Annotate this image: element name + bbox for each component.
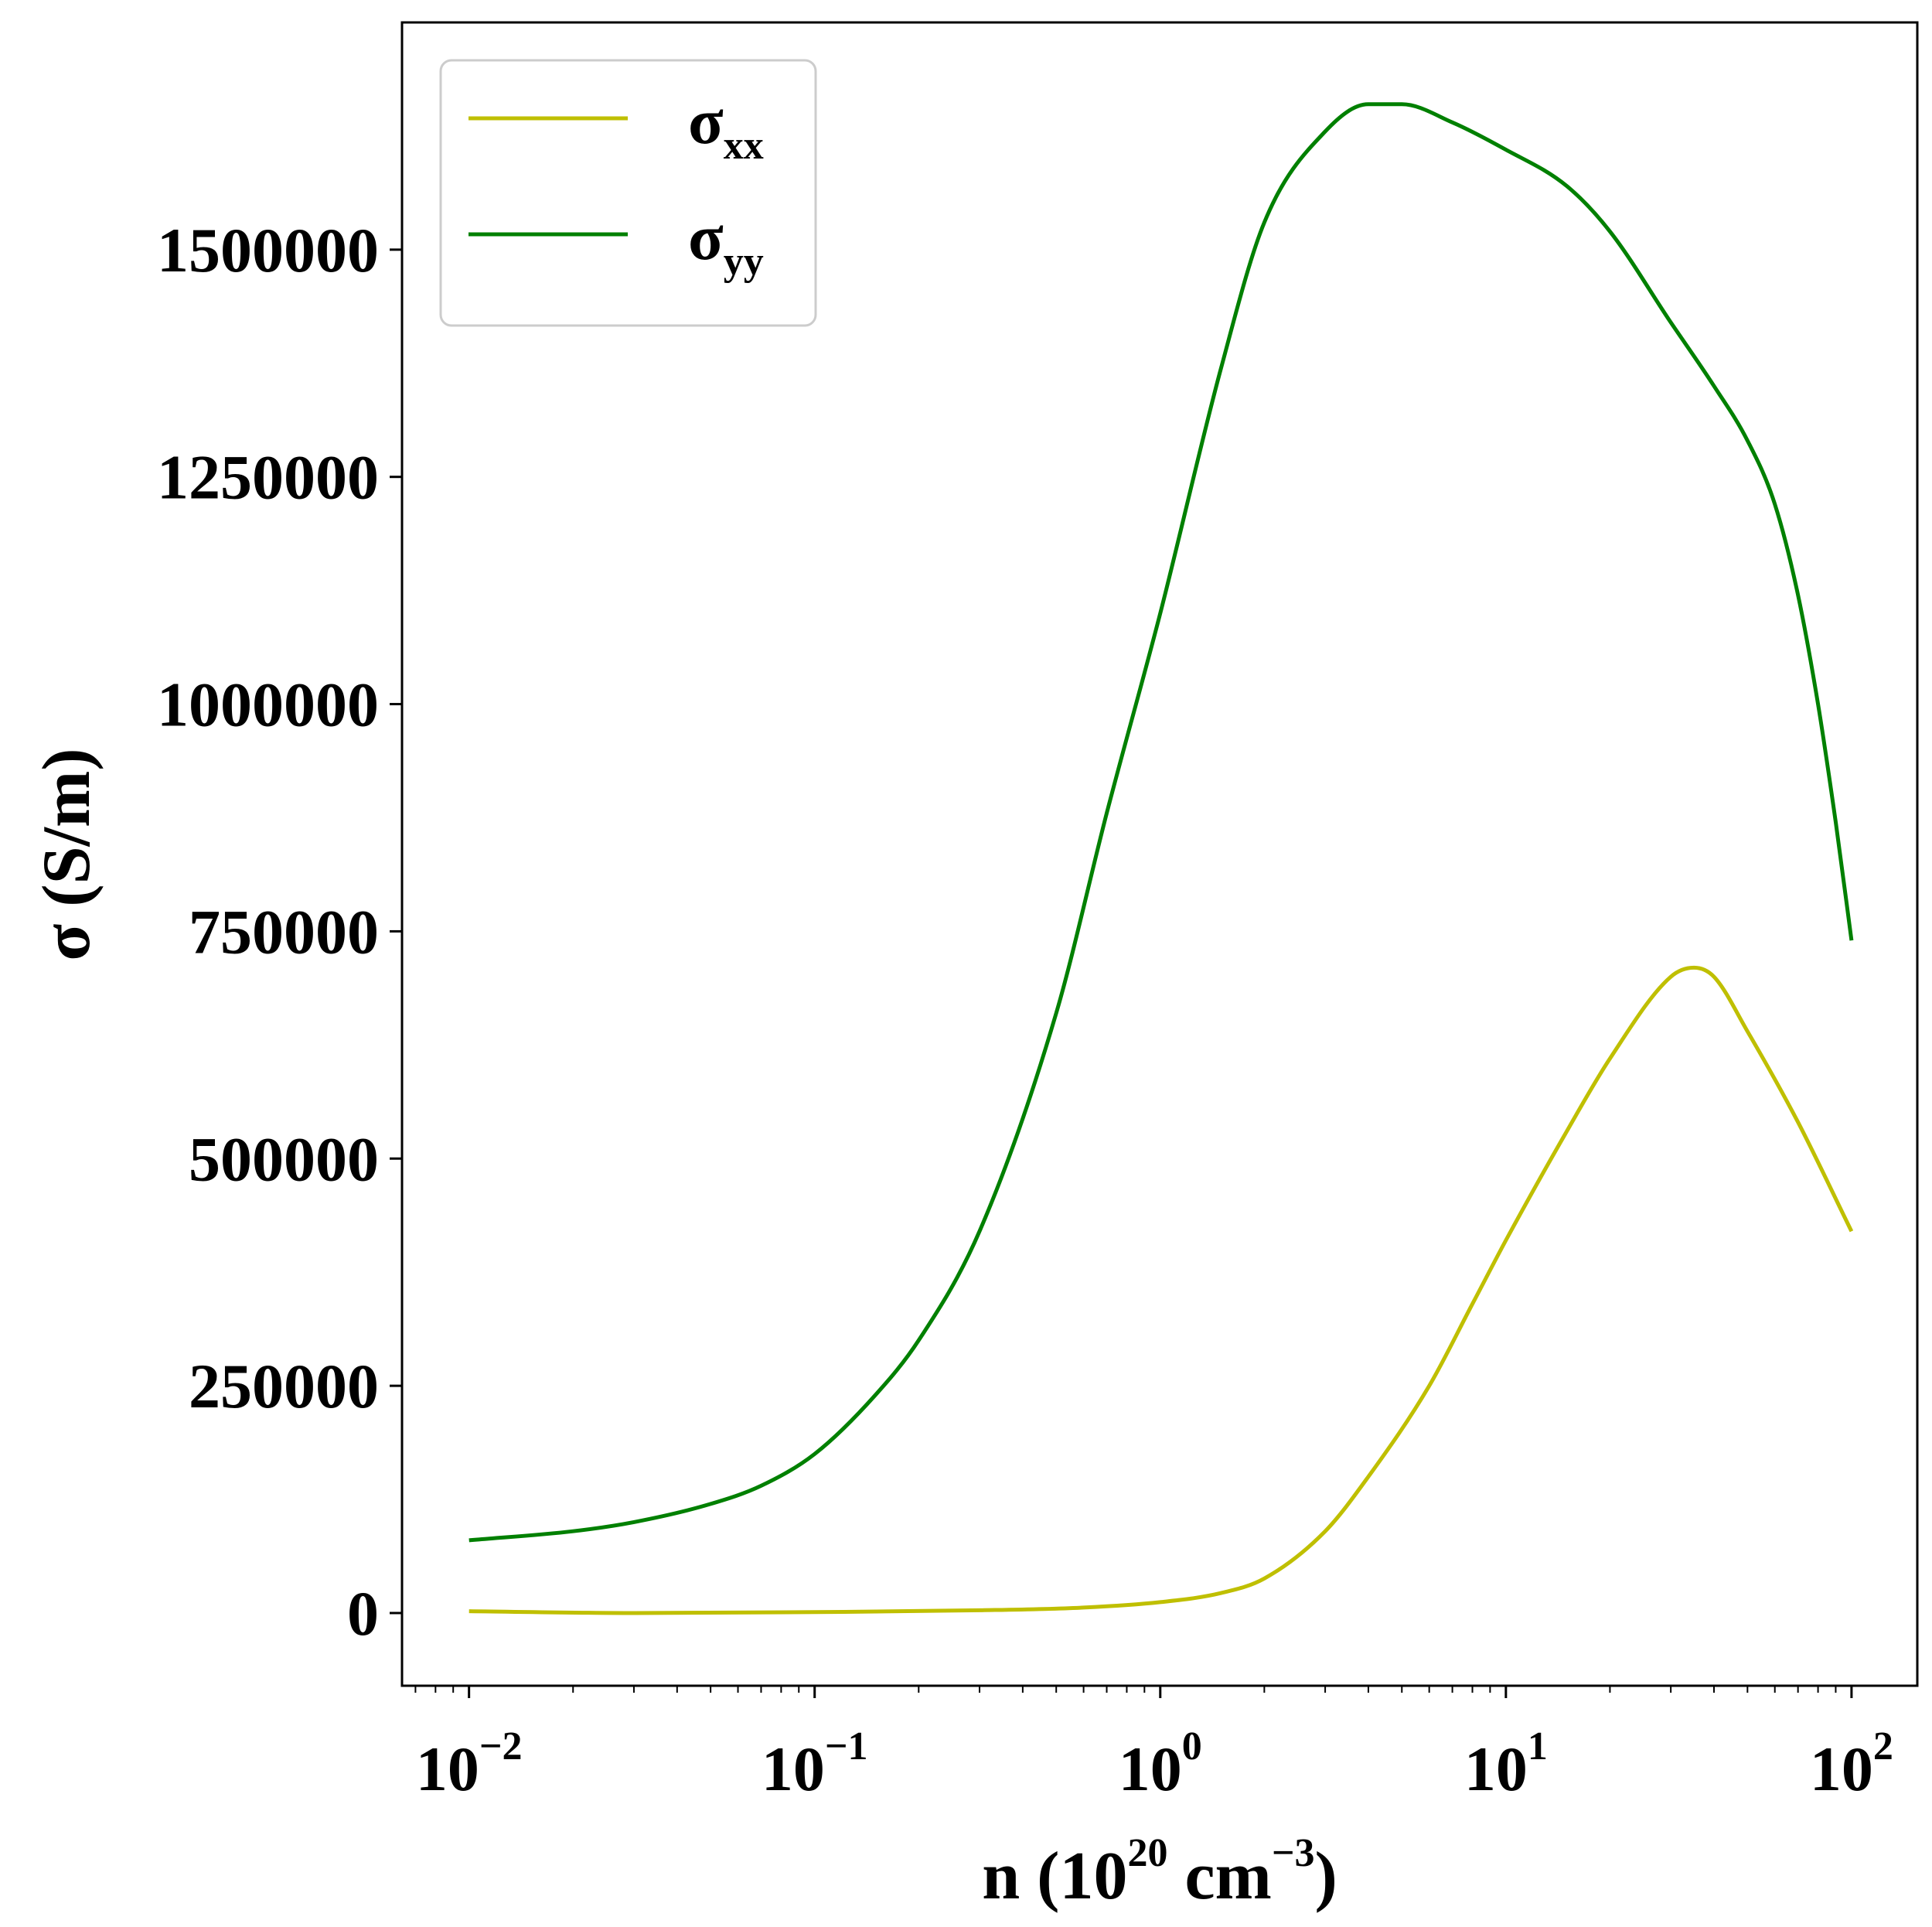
x-tick-exponent: 2 [1873,1724,1893,1768]
x-axis: 10−2 10−1 100 101 102 [414,1686,1893,1804]
legend-label-sigma-xx-base: σ [688,86,724,158]
x-axis-label-main: n (10 [982,1839,1127,1914]
y-axis: 0 250000 500000 750000 1000000 1250000 1500000 [157,215,402,1649]
x-tick-base: 10 [1119,1734,1182,1804]
x-tick-label: 102 [1810,1724,1893,1804]
x-tick-label: 10−2 [416,1724,523,1804]
legend-label-sigma-xx-sub: xx [724,124,764,168]
x-axis-label-end: ) [1314,1839,1337,1914]
legend: σxx σyy [439,59,817,327]
x-tick-label: 101 [1464,1724,1548,1804]
legend-label-sigma-xx: σxx [688,86,764,168]
legend-label-sigma-yy-base: σ [688,202,724,274]
legend-box [439,59,817,327]
series-line-xx [469,965,1854,1615]
y-tick-label: 500000 [189,1124,379,1194]
y-tick-label: 750000 [189,896,379,967]
x-tick-base: 10 [1464,1734,1528,1804]
x-tick-exponent: 1 [1528,1724,1548,1768]
y-axis-label: σ (S/m) [29,748,104,960]
x-axis-label-mid: cm [1167,1839,1271,1914]
x-axis-label-exp1: 20 [1127,1831,1167,1875]
x-tick-base: 10 [416,1734,479,1804]
x-tick-base: 10 [762,1734,825,1804]
y-tick-label: 1250000 [157,442,379,513]
x-tick-label: 100 [1119,1724,1202,1804]
y-tick-label: 1500000 [157,215,379,285]
x-tick-label: 10−1 [762,1724,868,1804]
legend-label-sigma-yy-sub: yy [724,240,764,284]
x-tick-exponent: −2 [479,1724,523,1768]
x-tick-base: 10 [1810,1734,1873,1804]
y-tick-label: 0 [347,1578,379,1649]
x-axis-label: n (1020 cm−3) [982,1831,1337,1914]
x-axis-label-exp2: −3 [1272,1831,1315,1875]
y-tick-label: 250000 [189,1351,379,1421]
legend-label-sigma-yy: σyy [688,202,764,284]
x-tick-exponent: 0 [1182,1724,1202,1768]
series-layer [469,102,1854,1615]
x-tick-exponent: −1 [825,1724,868,1768]
series-line-yy [469,102,1854,1543]
y-tick-label: 1000000 [157,670,379,740]
